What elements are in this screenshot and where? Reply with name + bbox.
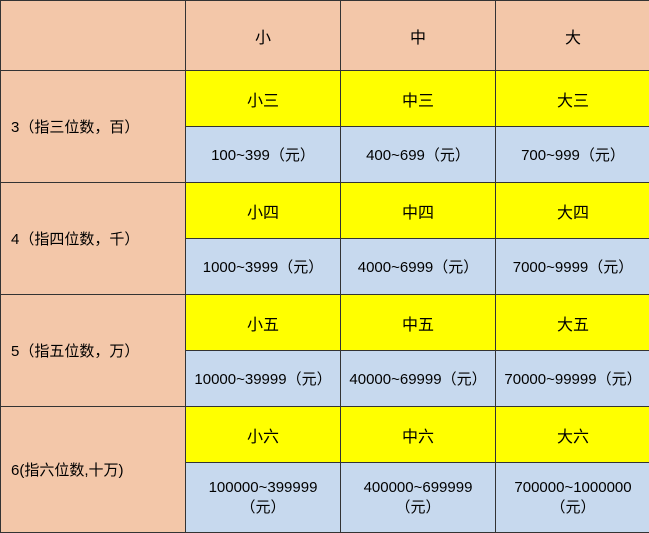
tier-name-cell: 小五 [186, 295, 341, 351]
tier-range-cell: 400~699（元） [341, 127, 496, 183]
header-large: 大 [496, 1, 649, 71]
header-small: 小 [186, 1, 341, 71]
tier-range-cell: 700000~1000000（元） [496, 463, 649, 533]
tier-name-cell: 小四 [186, 183, 341, 239]
tier-range-cell: 7000~9999（元） [496, 239, 649, 295]
tier-range-cell: 100000~399999（元） [186, 463, 341, 533]
header-medium: 中 [341, 1, 496, 71]
tier-name-cell: 中三 [341, 71, 496, 127]
tier-range-cell: 10000~39999（元） [186, 351, 341, 407]
tier-name-cell: 中六 [341, 407, 496, 463]
row-label-4digit: 4（指四位数，千） [1, 183, 186, 295]
tier-name-cell: 小六 [186, 407, 341, 463]
tier-name-cell: 大三 [496, 71, 649, 127]
tier-name-cell: 大四 [496, 183, 649, 239]
tier-range-cell: 1000~3999（元） [186, 239, 341, 295]
row-label-5digit: 5（指五位数，万） [1, 295, 186, 407]
price-tier-table: 小 中 大 3（指三位数，百） 小三 中三 大三 100~399（元） 400~… [0, 0, 649, 533]
tier-range-cell: 40000~69999（元） [341, 351, 496, 407]
header-row: 小 中 大 [1, 1, 649, 71]
tier-range-cell: 700~999（元） [496, 127, 649, 183]
price-tier-table-container: 小 中 大 3（指三位数，百） 小三 中三 大三 100~399（元） 400~… [0, 0, 649, 533]
tier-name-cell: 大五 [496, 295, 649, 351]
header-blank [1, 1, 186, 71]
row-label-3digit: 3（指三位数，百） [1, 71, 186, 183]
tier-range-cell: 100~399（元） [186, 127, 341, 183]
row-label-6digit: 6(指六位数,十万) [1, 407, 186, 533]
table-row: 6(指六位数,十万) 小六 中六 大六 [1, 407, 649, 463]
tier-name-cell: 大六 [496, 407, 649, 463]
tier-range-cell: 4000~6999（元） [341, 239, 496, 295]
table-row: 5（指五位数，万） 小五 中五 大五 [1, 295, 649, 351]
tier-name-cell: 中四 [341, 183, 496, 239]
tier-name-cell: 中五 [341, 295, 496, 351]
table-row: 3（指三位数，百） 小三 中三 大三 [1, 71, 649, 127]
tier-range-cell: 70000~99999（元） [496, 351, 649, 407]
table-row: 4（指四位数，千） 小四 中四 大四 [1, 183, 649, 239]
tier-range-cell: 400000~699999（元） [341, 463, 496, 533]
tier-name-cell: 小三 [186, 71, 341, 127]
